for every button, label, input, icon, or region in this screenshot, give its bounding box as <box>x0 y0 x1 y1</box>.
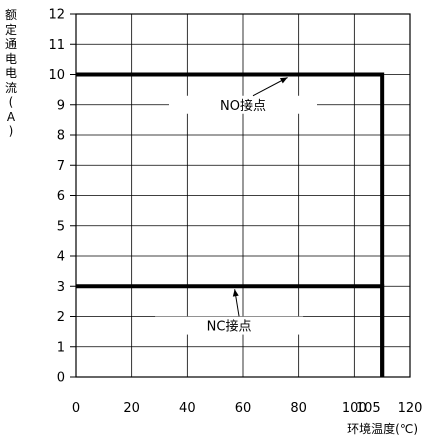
y-axis-label-char: 额 <box>4 8 17 22</box>
y-axis-label-char: A <box>6 109 16 124</box>
y-tick-label: 12 <box>48 8 65 23</box>
series-line <box>76 284 385 377</box>
y-tick-label: 7 <box>57 159 65 174</box>
annotations: NO接点 NC接点 <box>155 77 317 335</box>
x-tick-label: 105 <box>356 401 381 416</box>
x-tick-label: 80 <box>290 401 307 416</box>
x-tick-label: 20 <box>123 401 140 416</box>
x-tick-label: 100 <box>342 401 367 416</box>
x-axis-label: 环境温度(℃) <box>347 422 418 436</box>
y-tick-label: 6 <box>57 189 65 204</box>
x-tick-label: 40 <box>179 401 196 416</box>
y-axis-label-char: ) <box>8 124 14 138</box>
y-tick-label: 2 <box>57 310 65 325</box>
series-lines <box>76 72 385 377</box>
y-axis-label-char: 流 <box>4 80 17 95</box>
annotation-bg <box>155 316 304 335</box>
y-tick-label: 10 <box>48 68 65 83</box>
y-tick-label: 0 <box>57 371 65 386</box>
y-tick-label: 11 <box>48 38 65 53</box>
y-tick-label: 5 <box>57 219 65 234</box>
y-axis-label-char: ( <box>8 95 14 109</box>
y-axis-label-char: 电 <box>4 51 17 66</box>
y-axis-label-char: 通 <box>4 37 17 51</box>
y-tick-label: 8 <box>57 129 65 144</box>
y-axis-label-char: 电 <box>4 66 17 80</box>
y-tick-label: 3 <box>57 280 65 295</box>
x-tick-label: 120 <box>398 401 423 416</box>
y-axis-label-char: 定 <box>4 22 17 37</box>
x-tick-label: 0 <box>72 401 80 416</box>
annotation-label: NC接点 <box>207 319 252 335</box>
annotation-label: NO接点 <box>220 98 266 114</box>
y-tick-label: 9 <box>57 98 65 113</box>
annotation-arrowhead <box>279 77 288 84</box>
x-tick-label: 60 <box>235 401 252 416</box>
annotation-bg <box>169 95 317 114</box>
y-tick-label: 4 <box>57 250 65 265</box>
y-tick-label: 1 <box>57 340 65 355</box>
series-line <box>76 72 385 377</box>
annotation-arrowhead <box>232 289 239 297</box>
